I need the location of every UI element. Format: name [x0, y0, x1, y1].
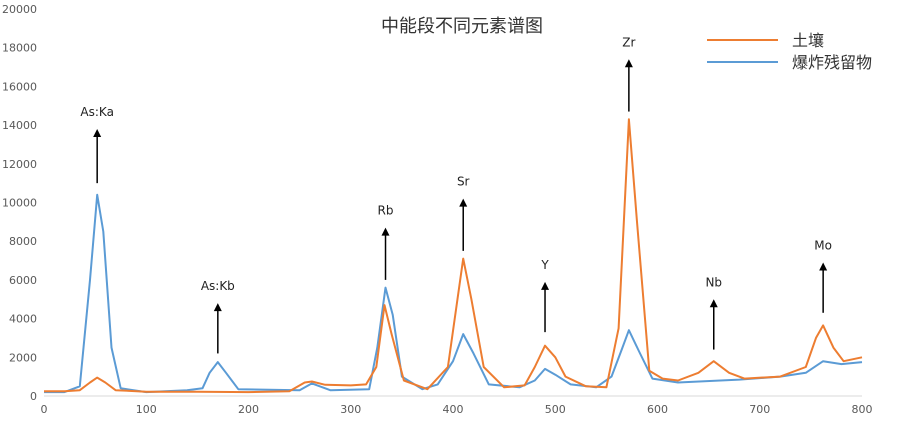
x-tick-label: 0 — [41, 403, 48, 416]
annotation-arrow-head — [819, 262, 828, 271]
x-tick-label: 700 — [749, 403, 770, 416]
annotation-label: Sr — [457, 175, 470, 189]
y-tick-label: 8000 — [9, 235, 37, 248]
x-axis: 0 100 200 300 400 500 600 700 800 — [41, 403, 873, 416]
annotation-arrow-head — [709, 299, 718, 308]
annotation-arrow-head — [541, 281, 550, 290]
y-tick-label: 20000 — [2, 3, 37, 16]
y-tick-label: 14000 — [2, 119, 37, 132]
y-tick-label: 2000 — [9, 351, 37, 364]
annotation-label: Y — [540, 258, 549, 272]
y-tick-label: 18000 — [2, 42, 37, 55]
annotation-label: Nb — [705, 275, 722, 289]
chart-title: 中能段不同元素谱图 — [381, 16, 543, 37]
peak-annotations: As:Ka As:Kb Rb Sr Y Zr Nb Mo — [80, 35, 832, 354]
legend: 土壤 爆炸残留物 — [707, 31, 872, 72]
annotation-label: Rb — [378, 204, 394, 218]
y-tick-label: 16000 — [2, 80, 37, 93]
x-tick-label: 400 — [443, 403, 464, 416]
annotation-label: As:Kb — [201, 279, 235, 293]
series-line-explosive-residue — [44, 193, 863, 394]
annotation-arrow-head — [624, 59, 633, 68]
y-tick-label: 6000 — [9, 274, 37, 287]
legend-label-soil: 土壤 — [792, 31, 824, 50]
x-tick-label: 800 — [852, 403, 873, 416]
annotation-arrow-head — [93, 128, 102, 137]
x-tick-label: 300 — [340, 403, 361, 416]
x-tick-label: 100 — [136, 403, 157, 416]
y-tick-label: 4000 — [9, 313, 37, 326]
legend-label-explosive-residue: 爆炸残留物 — [792, 53, 872, 72]
x-tick-label: 500 — [545, 403, 566, 416]
series-line-soil — [44, 118, 863, 394]
annotation-label: As:Ka — [80, 105, 114, 119]
y-tick-label: 12000 — [2, 158, 37, 171]
annotation-arrow-head — [213, 303, 222, 312]
annotation-arrow-head — [459, 198, 468, 207]
annotation-label: Mo — [814, 238, 832, 252]
annotation-arrow-head — [381, 227, 390, 236]
y-tick-label: 0 — [30, 390, 37, 403]
annotation-label: Zr — [622, 35, 635, 49]
series-layer — [44, 118, 863, 394]
y-axis: 0 2000 4000 6000 8000 10000 12000 14000 16000 180… — [2, 3, 37, 403]
x-tick-label: 600 — [647, 403, 668, 416]
y-tick-label: 10000 — [2, 197, 37, 210]
x-tick-label: 200 — [238, 403, 259, 416]
